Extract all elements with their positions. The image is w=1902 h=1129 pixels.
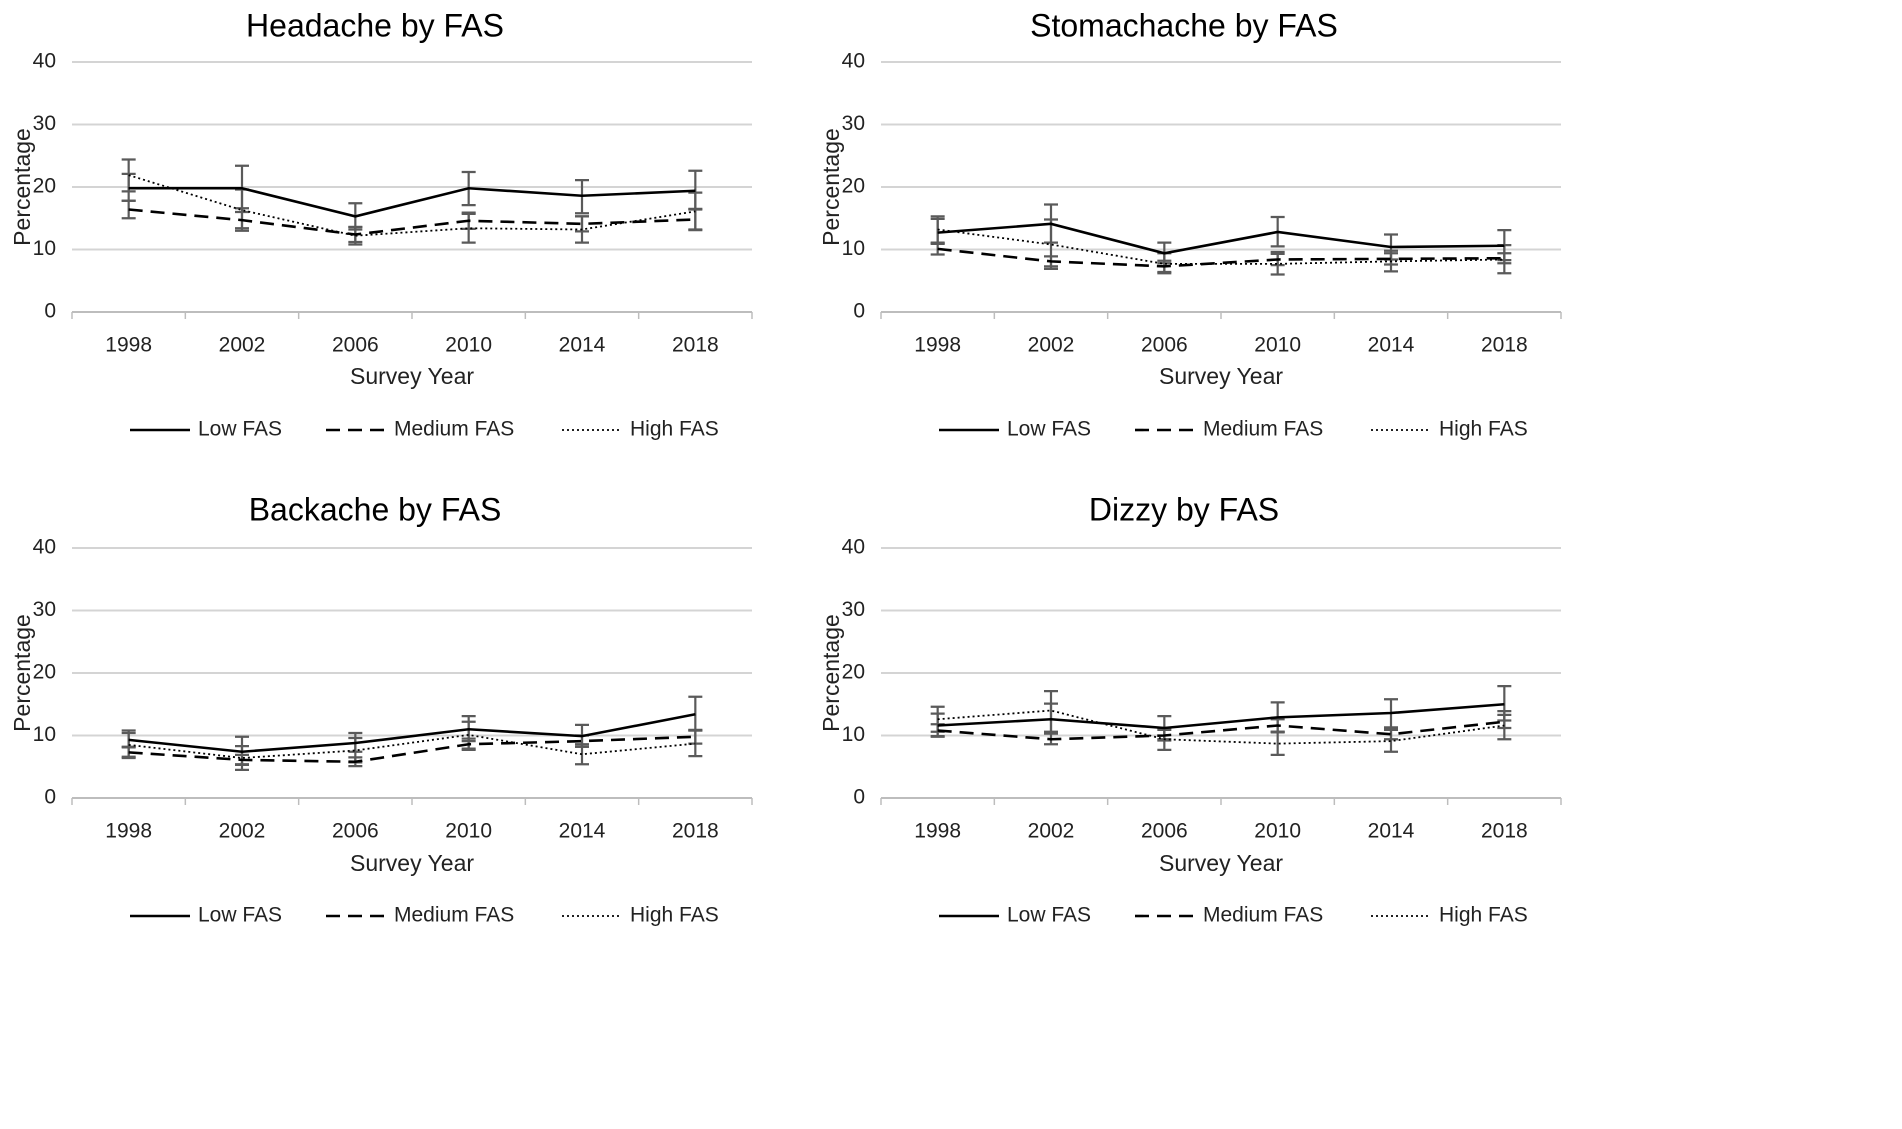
y-tick-label: 0	[853, 300, 865, 323]
legend-label-high-fas: High FAS	[630, 418, 719, 441]
y-tick-label: 10	[33, 723, 56, 746]
x-tick-label: 2006	[332, 820, 379, 843]
y-tick-label: 40	[842, 536, 865, 559]
x-tick-label: 2010	[1254, 334, 1301, 357]
chart-panel-3: Backache by FAS 0 10 20 30 40 1998 2002 2006 2010…	[9, 491, 753, 927]
x-tick-label: 2010	[1254, 820, 1301, 843]
legend-label-medium-fas: Medium FAS	[394, 904, 514, 927]
legend-label-high-fas: High FAS	[630, 904, 719, 927]
x-tick-label: 2018	[672, 334, 719, 357]
y-tick-label: 20	[842, 661, 865, 684]
error-bar-low-fas	[688, 695, 703, 732]
legend-label-low-fas: Low FAS	[1007, 904, 1091, 927]
series-line-low-fas	[128, 712, 696, 754]
x-tick-label: 2006	[1141, 820, 1188, 843]
x-axis-title: Survey Year	[1159, 850, 1283, 876]
chart-panel-2: Stomachache by FAS 0 10 20 30 40 1998 2002 2006 2…	[818, 7, 1562, 441]
series-line-high-fas	[937, 228, 1505, 265]
chart-panel-1: Headache by FAS 0 10 20 30 40 1998 2002 2006 2010…	[9, 7, 753, 441]
y-tick-label: 30	[33, 112, 56, 135]
x-tick-label: 1998	[105, 820, 152, 843]
x-tick-label: 2014	[1368, 334, 1415, 357]
x-tick-label: 2014	[559, 334, 606, 357]
y-tick-label: 20	[842, 175, 865, 198]
x-tick-label: 2002	[1028, 334, 1075, 357]
error-bar-high-fas	[688, 729, 703, 758]
x-tick-label: 2006	[1141, 334, 1188, 357]
error-bar-high-fas	[461, 212, 476, 244]
y-tick-label: 10	[842, 723, 865, 746]
chart-panel-4: Dizzy by FAS 0 10 20 30 40 1998 2002 2006 2010 201…	[818, 491, 1562, 927]
series-line-medium-fas	[128, 208, 696, 236]
error-bar-high-fas	[1270, 250, 1285, 276]
x-tick-label: 2014	[1368, 820, 1415, 843]
series-line-medium-fas	[128, 735, 696, 764]
y-tick-label: 0	[853, 786, 865, 809]
y-tick-label: 10	[842, 237, 865, 260]
legend-label-medium-fas: Medium FAS	[394, 418, 514, 441]
y-tick-label: 30	[842, 598, 865, 621]
x-axis-title: Survey Year	[350, 850, 474, 876]
series-line-high-fas	[937, 709, 1505, 745]
legend-label-low-fas: Low FAS	[198, 904, 282, 927]
y-tick-label: 30	[842, 112, 865, 135]
series-line-low-fas	[937, 222, 1505, 255]
error-bar-high-fas	[235, 188, 249, 232]
x-axis-title: Survey Year	[350, 363, 474, 389]
x-tick-label: 2010	[445, 334, 492, 357]
x-tick-label: 1998	[914, 334, 961, 357]
series-line-high-fas	[128, 174, 696, 237]
error-bar-high-fas	[1270, 730, 1285, 756]
x-tick-label: 2018	[672, 820, 719, 843]
x-tick-label: 2006	[332, 334, 379, 357]
y-axis-title: Percentage	[818, 614, 844, 732]
series-line-medium-fas	[937, 720, 1505, 741]
chart-title: Stomachache by FAS	[1030, 7, 1338, 43]
series-line-medium-fas	[937, 247, 1505, 268]
y-axis-title: Percentage	[9, 614, 35, 732]
y-tick-label: 40	[842, 50, 865, 73]
y-tick-label: 30	[33, 598, 56, 621]
x-tick-label: 2002	[219, 820, 266, 843]
chart-title: Dizzy by FAS	[1089, 491, 1279, 527]
y-axis-title: Percentage	[9, 128, 35, 246]
legend-label-low-fas: Low FAS	[198, 418, 282, 441]
x-tick-label: 2002	[219, 334, 266, 357]
x-tick-label: 2018	[1481, 334, 1528, 357]
error-bar-high-fas	[1044, 690, 1058, 733]
series-line-high-fas	[128, 733, 696, 759]
error-bar-high-fas	[575, 743, 589, 766]
x-tick-label: 2014	[559, 820, 606, 843]
x-tick-label: 2010	[445, 820, 492, 843]
chart-title: Headache by FAS	[246, 7, 504, 43]
x-axis-title: Survey Year	[1159, 363, 1283, 389]
legend-label-medium-fas: Medium FAS	[1203, 904, 1323, 927]
error-bar-high-fas	[1497, 710, 1512, 741]
y-tick-label: 40	[33, 50, 56, 73]
series-line-low-fas	[128, 186, 696, 218]
legend-label-high-fas: High FAS	[1439, 904, 1528, 927]
error-bar-high-fas	[1384, 728, 1398, 753]
y-tick-label: 20	[33, 661, 56, 684]
y-tick-label: 0	[44, 300, 56, 323]
legend-label-low-fas: Low FAS	[1007, 418, 1091, 441]
y-tick-label: 40	[33, 536, 56, 559]
legend-label-medium-fas: Medium FAS	[1203, 418, 1323, 441]
chart-title: Backache by FAS	[249, 491, 502, 527]
y-tick-label: 20	[33, 175, 56, 198]
x-tick-label: 1998	[105, 334, 152, 357]
error-bar-high-fas	[235, 745, 249, 771]
legend-label-high-fas: High FAS	[1439, 418, 1528, 441]
y-tick-label: 0	[44, 786, 56, 809]
y-axis-title: Percentage	[818, 128, 844, 246]
x-tick-label: 1998	[914, 820, 961, 843]
series-line-low-fas	[937, 702, 1505, 730]
x-tick-label: 2018	[1481, 820, 1528, 843]
y-tick-label: 10	[33, 237, 56, 260]
x-tick-label: 2002	[1028, 820, 1075, 843]
